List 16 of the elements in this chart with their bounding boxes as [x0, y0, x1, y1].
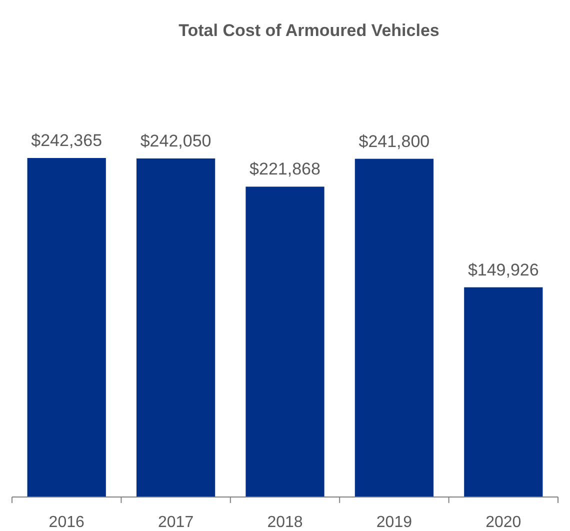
data-label: $242,365	[31, 131, 102, 150]
data-label: $242,050	[140, 131, 212, 150]
x-tick-label: 2020	[486, 514, 522, 531]
x-tick-label: 2019	[376, 514, 412, 531]
bar	[27, 158, 106, 497]
data-label: $241,800	[358, 132, 430, 151]
x-tick-label: 2018	[267, 514, 303, 531]
bar	[464, 287, 543, 497]
bar	[354, 158, 434, 497]
bar	[136, 158, 216, 497]
x-tick-label: 2016	[48, 514, 84, 531]
data-label: $149,926	[468, 260, 539, 280]
chart-title: Total Cost of Armoured Vehicles	[178, 21, 440, 40]
data-label: $221,868	[250, 160, 320, 179]
x-tick-label: 2017	[158, 514, 194, 531]
bar	[246, 186, 324, 497]
